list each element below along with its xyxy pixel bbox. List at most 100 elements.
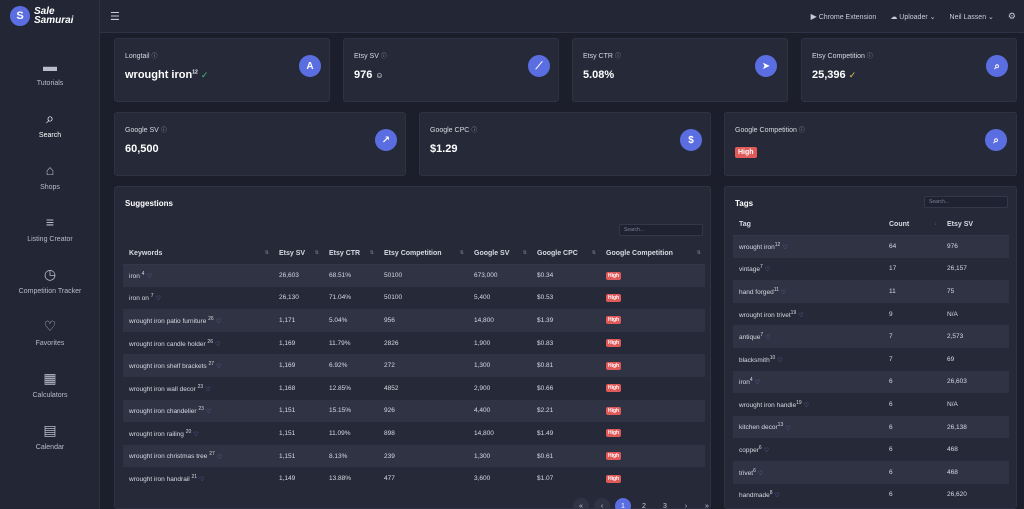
heart-icon[interactable]: ♡	[798, 312, 804, 319]
sidebar-item-favorites[interactable]: ♡ Favorites	[35, 318, 65, 347]
info-icon[interactable]: ⓘ	[151, 54, 158, 60]
table-row[interactable]: copper6♡ 6 468	[739, 445, 958, 455]
table-row[interactable]: wrought iron handle19♡ 6 N/A	[739, 399, 958, 410]
heart-icon[interactable]: ♡	[754, 380, 761, 387]
hamburger-menu-icon[interactable]: ☰	[110, 11, 120, 23]
tags-search-input[interactable]: Search...	[924, 196, 1008, 208]
heart-icon[interactable]: ♡	[782, 245, 788, 252]
table-row[interactable]: trivet6♡ 6 468	[733, 460, 1009, 484]
table-row[interactable]: blacksmith10♡ 7 69	[739, 354, 955, 364]
google-sv-card: Google SV ⓘ 60,500 ↗	[114, 112, 406, 176]
table-row[interactable]: iron4♡ 6 26,603	[733, 370, 1009, 394]
heart-icon[interactable]: ♡	[757, 470, 764, 477]
gear-icon[interactable]: ⚙	[1007, 11, 1016, 21]
longtail-card: Longtail ⓘ wrought iron12 ✓ A	[114, 38, 330, 102]
table-row[interactable]: wrought iron12♡ 64 976	[733, 235, 1009, 258]
heart-icon[interactable]: ♡	[215, 319, 222, 326]
col-etsy-sv[interactable]: Etsy SV	[941, 215, 1009, 236]
heart-icon[interactable]: ♡	[774, 493, 780, 500]
sidebar-item-competition-tracker[interactable]: ◷ Competition Tracker	[18, 266, 82, 295]
etsy-ctr-card: Etsy CTR ⓘ 5.08% ➤	[572, 38, 788, 102]
status-badge: High	[606, 406, 622, 415]
suggestions-search-input[interactable]: Search...	[619, 224, 703, 236]
page-1-button[interactable]: 1	[615, 498, 631, 509]
heart-icon[interactable]: ♡	[764, 267, 771, 274]
first-page-button[interactable]: «	[573, 498, 589, 509]
table-row[interactable]: wrought iron patio furniture 26♡ 1,171 5.…	[123, 309, 705, 332]
table-row[interactable]: vintage7♡ 17 26,157	[739, 264, 967, 274]
status-badge: High	[606, 271, 622, 280]
check-circle-icon: ✓	[848, 70, 857, 80]
sort-icon: ⇅	[459, 250, 464, 257]
table-row[interactable]: kitchen decor13♡ 6 26,138	[733, 415, 1009, 439]
logo[interactable]: S Sale Samurai	[10, 6, 73, 26]
sidebar-item-shops[interactable]: ⌂ Shops	[40, 162, 60, 191]
heart-icon[interactable]: ♡	[780, 290, 787, 297]
page-2-button[interactable]: 2	[642, 502, 646, 509]
user-menu[interactable]: Neil Lassen ⌄	[949, 13, 994, 21]
table-row[interactable]: wrought iron wall decor 23♡ 1,168 12.85% 4…	[129, 383, 622, 393]
info-icon[interactable]: ⓘ	[798, 128, 805, 134]
heart-icon[interactable]: ♡	[765, 335, 771, 342]
table-row[interactable]: wrought iron trivet19♡ 9 N/A	[739, 309, 958, 319]
table-row[interactable]: antique7♡ 7 2,573	[733, 325, 1009, 348]
heart-icon[interactable]: ♡	[155, 296, 161, 303]
table-row[interactable]: wrought iron chandelier 23♡ 1,151 15.15% 9…	[123, 399, 705, 423]
table-row[interactable]: wrought iron railing 20♡ 1,151 11.09% 898 1…	[129, 428, 622, 439]
status-badge: High	[606, 474, 622, 483]
info-icon[interactable]: ⓘ	[866, 54, 873, 60]
heart-icon[interactable]: ♡	[205, 386, 211, 393]
chrome-extension-link[interactable]: ▶ Chrome Extension	[810, 12, 877, 21]
tags-title: Tags	[735, 199, 754, 208]
col-google-cpc[interactable]: Google CPC ⇅	[531, 244, 600, 265]
table-row[interactable]: wrought iron christmas tree 27♡ 1,151 8.1…	[123, 444, 705, 468]
table-row[interactable]: wrought iron handrail 21♡ 1,149 13.88% 477…	[129, 474, 622, 484]
status-badge: High	[606, 452, 622, 461]
table-row[interactable]: iron 4♡ 26,603 68.51% 50100 673,000 $0.34 Hi…	[123, 264, 705, 287]
heart-icon[interactable]: ♡	[216, 364, 222, 371]
heart-icon[interactable]: ♡	[216, 454, 223, 461]
sidebar-item-calculators[interactable]: ▦ Calculators	[32, 370, 68, 399]
table-row[interactable]: iron on 7♡ 26,130 71.04% 50100 5,400 $0.53 H…	[129, 293, 622, 303]
col-google-competition[interactable]: Google Competition ⇅	[600, 244, 705, 265]
chart-line-icon: ⟋	[528, 55, 550, 77]
heart-icon[interactable]: ♡	[193, 432, 199, 439]
last-page-button[interactable]: »	[705, 502, 709, 509]
col-etsy-competition[interactable]: Etsy Competition ⇅	[378, 244, 468, 265]
col-keywords[interactable]: Keywords ⇅	[123, 244, 273, 265]
sidebar-item-tutorials[interactable]: ▬ Tutorials	[36, 58, 64, 87]
heart-icon[interactable]: ♡	[205, 409, 212, 416]
chevron-down-icon: ⌄	[929, 13, 936, 21]
heart-icon[interactable]: ♡	[785, 425, 791, 432]
prev-page-button[interactable]: ‹	[594, 498, 610, 509]
info-icon[interactable]: ⓘ	[614, 54, 621, 60]
heart-icon[interactable]: ♡	[803, 403, 810, 410]
col-google-sv[interactable]: Google SV ⇅	[468, 244, 531, 265]
col-etsy-sv[interactable]: Etsy SV ⇅	[273, 244, 323, 265]
page-3-button[interactable]: 3	[663, 502, 667, 509]
info-icon[interactable]: ⓘ	[380, 54, 387, 60]
info-icon[interactable]: ⓘ	[471, 128, 478, 134]
sort-icon: ⇅	[696, 250, 701, 257]
etsy-sv-card: Etsy SV ⓘ 976 ☺ ⟋	[343, 38, 559, 102]
heart-icon[interactable]: ♡	[146, 274, 152, 281]
table-row[interactable]: hand forged11♡ 11 75	[733, 280, 1009, 303]
sidebar-item-search[interactable]: ⌕ Search	[38, 110, 62, 139]
table-row[interactable]: wrought iron shelf brackets 27♡ 1,169 6.9…	[123, 354, 705, 377]
heart-icon[interactable]: ♡	[763, 448, 770, 455]
heart-icon[interactable]: ♡	[199, 477, 205, 484]
table-row[interactable]: handmade8♡ 6 26,620	[739, 490, 967, 500]
col-count[interactable]: Count ↓	[883, 215, 941, 236]
uploader-dropdown[interactable]: ☁ Uploader ⌄	[890, 13, 936, 21]
heart-icon[interactable]: ♡	[777, 357, 783, 364]
col-etsy-ctr[interactable]: Etsy CTR ⇅	[323, 244, 378, 265]
heart-icon[interactable]: ♡	[214, 341, 221, 348]
sidebar-item-listing-creator[interactable]: ≡ Listing Creator	[27, 214, 73, 243]
info-icon[interactable]: ⓘ	[160, 128, 167, 134]
next-page-button[interactable]: ›	[684, 502, 688, 509]
table-row[interactable]: wrought iron candle holder 26♡ 1,169 11.7…	[129, 338, 622, 348]
sidebar-item-calendar[interactable]: ▤ Calendar	[35, 422, 65, 451]
search-icon: ⌕	[985, 129, 1007, 151]
logo-text: Sale Samurai	[34, 6, 74, 26]
col-tag[interactable]: Tag	[733, 215, 883, 236]
